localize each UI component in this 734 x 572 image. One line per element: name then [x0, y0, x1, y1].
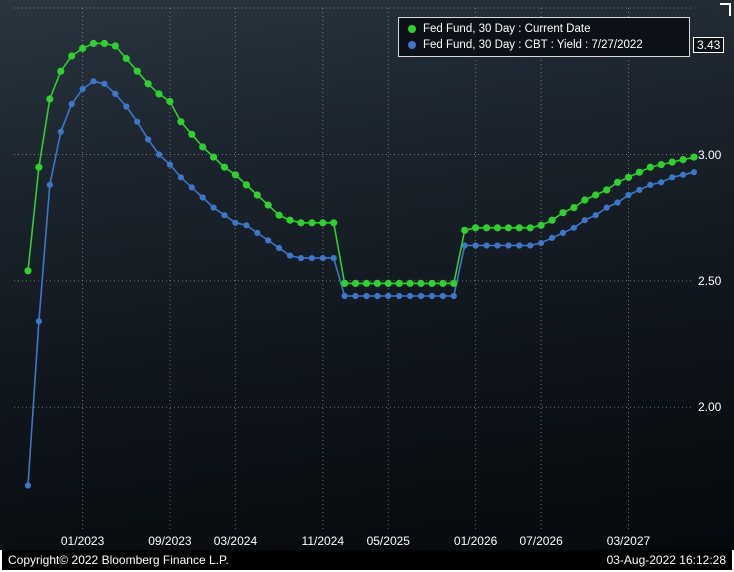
legend-label-historical-date: Fed Fund, 30 Day : CBT : Yield : 7/27/20…: [423, 39, 643, 51]
x-axis-label: 07/2026: [519, 534, 563, 548]
x-axis-label: 09/2023: [148, 534, 192, 548]
y-axis-label: 2.50: [698, 273, 722, 288]
x-axis-label: 03/2024: [213, 534, 258, 548]
y-axis-label: 2.00: [698, 400, 722, 415]
x-axis-label: 01/2023: [60, 534, 105, 548]
y-axis-label: 3.43: [693, 36, 725, 53]
copyright-text: Copyright© 2022 Bloomberg Finance L.P.: [8, 553, 229, 567]
legend-item-historical-date[interactable]: Fed Fund, 30 Day : CBT : Yield : 7/27/20…: [399, 37, 689, 53]
footer-bar: Copyright© 2022 Bloomberg Finance L.P. 0…: [0, 550, 734, 572]
x-axis-label: 03/2027: [606, 534, 651, 548]
fed-funds-futures-chart[interactable]: [0, 0, 734, 550]
legend-item-current-date[interactable]: Fed Fund, 30 Day : Current Date: [399, 21, 689, 37]
timestamp-text: 03-Aug-2022 16:12:28: [606, 553, 726, 567]
legend-label-current-date: Fed Fund, 30 Day : Current Date: [423, 23, 591, 35]
chart-legend: Fed Fund, 30 Day : Current Date Fed Fund…: [398, 17, 690, 57]
x-axis-label: 01/2026: [453, 534, 498, 548]
green-series-marker-icon: [408, 25, 416, 33]
y-axis-label: 3.00: [698, 147, 722, 162]
x-axis-label: 11/2024: [301, 534, 345, 548]
x-axis-label: 05/2025: [366, 534, 410, 548]
window-corner-mark: [720, 3, 731, 16]
blue-series-marker-icon: [408, 41, 416, 49]
